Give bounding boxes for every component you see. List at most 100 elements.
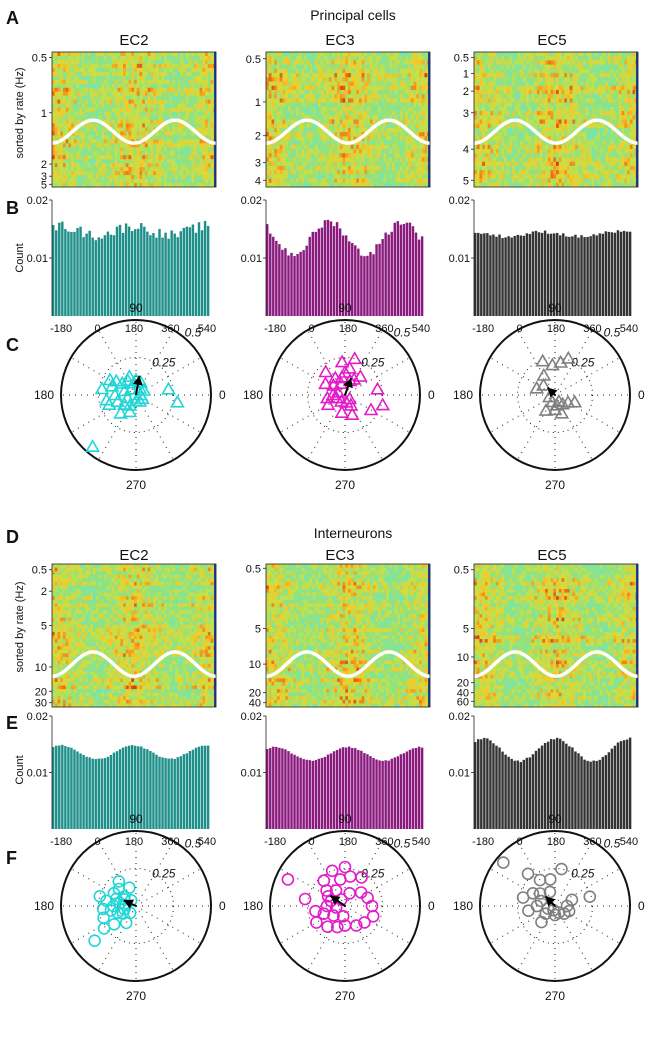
heatmap-cell: [155, 155, 159, 160]
heatmap-cell: [287, 64, 291, 70]
heatmap-cell: [304, 85, 308, 91]
heatmap-cell: [68, 107, 72, 112]
heatmap-cell: [597, 68, 601, 74]
heatmap-cell: [79, 71, 83, 77]
heatmap-cell: [564, 81, 568, 87]
heatmap-cell: [326, 140, 330, 146]
heatmap-cell: [550, 60, 554, 66]
heatmap-cell: [114, 119, 118, 124]
heatmap-cell: [586, 111, 590, 116]
heatmap-cell: [54, 151, 58, 156]
heatmap-cell: [180, 135, 184, 140]
heatmap-cell: [525, 106, 530, 112]
heatmap-cell: [320, 52, 324, 57]
heatmap-cell: [103, 147, 108, 152]
heatmap-cell: [523, 56, 527, 61]
heatmap-cell: [57, 87, 61, 93]
heatmap-cell: [93, 103, 97, 108]
heatmap-cell: [583, 52, 587, 57]
heatmap-cell: [82, 75, 86, 81]
heatmap-cell: [183, 79, 187, 85]
heatmap-cell: [583, 102, 587, 108]
heatmap-cell: [112, 52, 116, 57]
heatmap-cell: [309, 60, 313, 66]
heatmap-cell: [103, 135, 108, 140]
heatmap-cell: [196, 87, 200, 93]
heatmap-cell: [307, 73, 311, 78]
heatmap-cell: [84, 59, 88, 65]
heatmap-cell: [194, 163, 198, 168]
heatmap-cell: [175, 71, 179, 77]
heatmap-cell: [166, 159, 170, 164]
heatmap-cell: [68, 147, 72, 152]
heatmap-cell: [205, 67, 209, 73]
heatmap-cell: [207, 143, 211, 148]
heatmap-cell: [79, 52, 83, 57]
heatmap-cell: [161, 179, 165, 184]
heatmap-cell: [353, 157, 357, 163]
heatmap-cell: [326, 161, 330, 167]
heatmap-cell: [334, 178, 338, 184]
heatmap-cell: [123, 71, 127, 77]
heatmap-cell: [328, 157, 332, 163]
heatmap-cell: [558, 115, 562, 120]
heatmap-cell: [317, 170, 322, 175]
heatmap-cell: [416, 68, 420, 74]
heatmap-cell: [60, 63, 64, 69]
heatmap-cell: [136, 103, 140, 108]
heatmap-cell: [375, 106, 379, 112]
heatmap-cell: [183, 75, 187, 81]
heatmap-cell: [580, 106, 584, 112]
heatmap-cell: [498, 60, 502, 66]
heatmap-cell: [196, 91, 200, 97]
heatmap-cell: [605, 89, 609, 95]
heatmap-cell: [266, 98, 270, 104]
heatmap-cell: [150, 83, 154, 89]
heatmap-cell: [175, 55, 179, 61]
heatmap-cell: [76, 115, 80, 120]
heatmap-cell: [301, 60, 305, 66]
heatmap-cell: [153, 75, 157, 81]
heatmap-cell: [317, 56, 322, 61]
heatmap-cell: [142, 79, 146, 85]
heatmap-cell: [175, 59, 179, 65]
heatmap-cell: [166, 52, 170, 57]
heatmap-cell: [410, 127, 414, 133]
heatmap-cell: [556, 64, 560, 70]
heatmap-cell: [342, 149, 346, 154]
heatmap-cell: [323, 98, 327, 104]
heatmap-cell: [84, 123, 88, 128]
heatmap-cell: [561, 98, 565, 104]
heatmap-cell: [112, 159, 116, 164]
heatmap-cell: [136, 75, 140, 81]
heatmap-cell: [68, 183, 72, 188]
heatmap-cell: [326, 170, 330, 175]
heatmap-cell: [207, 147, 211, 152]
heatmap-cell: [309, 89, 313, 95]
heatmap-cell: [358, 149, 363, 154]
heatmap-cell: [95, 131, 99, 136]
heatmap-cell: [207, 131, 211, 136]
heatmap-cell: [616, 77, 620, 82]
heatmap-cell: [369, 136, 373, 141]
heatmap-cell: [405, 119, 409, 125]
heatmap-cell: [405, 144, 409, 150]
heatmap-cell: [413, 157, 417, 163]
heatmap-cell: [405, 106, 409, 112]
heatmap-cell: [128, 147, 132, 152]
heatmap-cell: [534, 85, 538, 91]
heatmap-cell: [62, 179, 67, 184]
heatmap-cell: [495, 106, 499, 112]
heatmap-cell: [607, 111, 612, 116]
heatmap-cell: [93, 135, 97, 140]
heatmap-cell: [101, 159, 105, 164]
heatmap-cell: [558, 85, 562, 91]
heatmap-cell: [629, 52, 633, 57]
heatmap-cell: [90, 75, 94, 81]
heatmap-cell: [577, 73, 581, 78]
heatmap-cell: [175, 175, 179, 180]
heatmap-cell: [185, 107, 190, 112]
heatmap-cell: [134, 147, 138, 152]
heatmap-cell: [550, 98, 554, 104]
heatmap-cell: [539, 106, 543, 112]
